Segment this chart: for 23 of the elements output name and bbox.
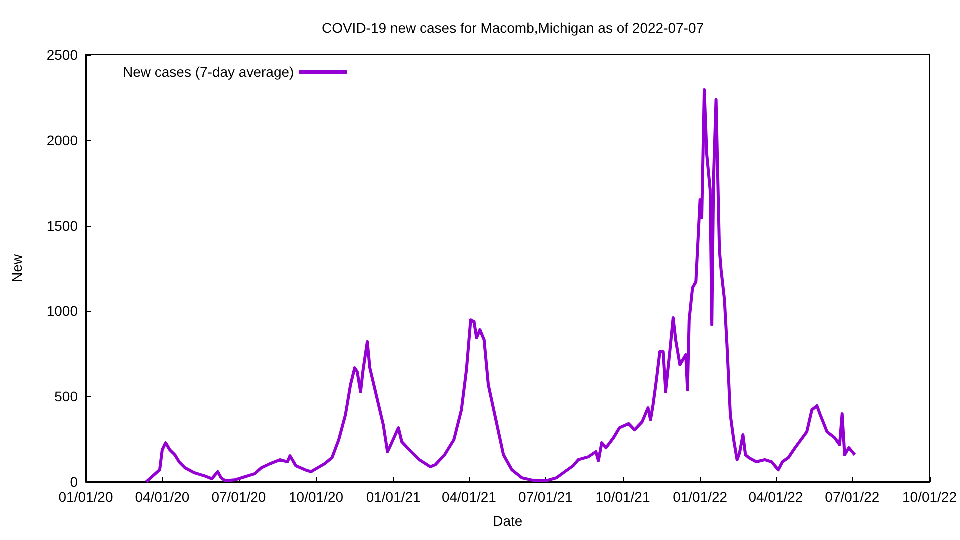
x-tick-label: 10/01/22 bbox=[902, 489, 958, 505]
x-axis-title: Date bbox=[493, 513, 523, 529]
x-tick-label: 04/01/22 bbox=[748, 489, 804, 505]
chart-title: COVID-19 new cases for Macomb,Michigan as of 2022-07-07 bbox=[322, 20, 704, 36]
x-tick-label: 04/01/21 bbox=[442, 489, 497, 505]
y-tick-label: 0 bbox=[70, 474, 78, 490]
x-tick-label: 04/01/20 bbox=[135, 489, 190, 505]
y-tick-label: 1500 bbox=[46, 218, 78, 234]
y-tick-label: 500 bbox=[54, 388, 78, 405]
x-tick-label: 01/01/20 bbox=[58, 489, 114, 505]
x-tick-label: 10/01/21 bbox=[596, 489, 650, 505]
x-tick-label: 01/01/21 bbox=[366, 489, 422, 505]
x-tick-label: 07/01/21 bbox=[518, 489, 574, 505]
y-tick-label: 1000 bbox=[46, 303, 78, 320]
x-tick-label: 01/01/22 bbox=[673, 489, 728, 505]
x-tick-label: 10/01/20 bbox=[289, 489, 344, 505]
line-series bbox=[145, 88, 856, 484]
y-tick-label: 2000 bbox=[46, 132, 78, 148]
y-axis-title: New bbox=[9, 254, 25, 283]
x-tick-label: 07/01/20 bbox=[212, 489, 266, 505]
x-tick-label: 07/01/22 bbox=[825, 489, 880, 505]
y-tick-label: 2500 bbox=[46, 47, 78, 63]
legend-label: New cases (7-day average) bbox=[123, 64, 294, 80]
